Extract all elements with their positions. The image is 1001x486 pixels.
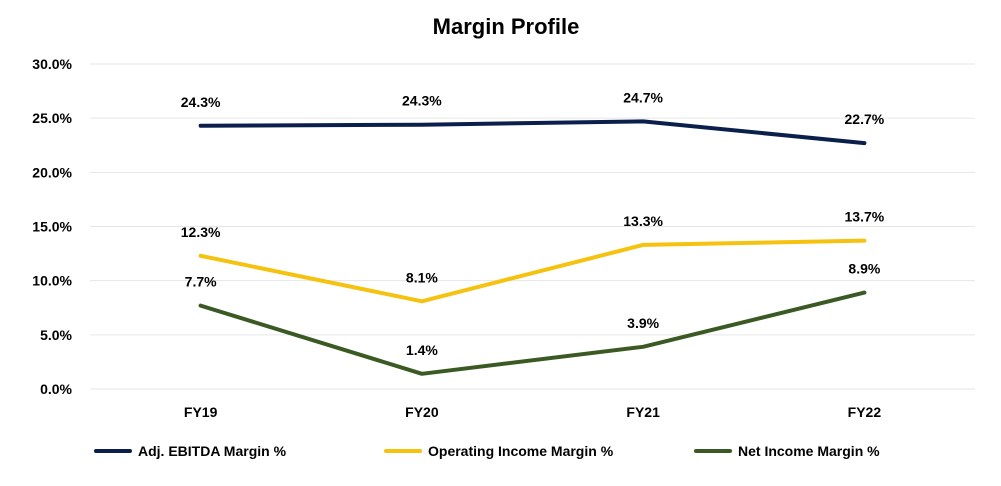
data-label: 24.3% <box>181 94 221 110</box>
data-label: 12.3% <box>181 224 221 240</box>
data-label: 24.7% <box>623 89 663 105</box>
data-labels: 24.3% 24.3% 24.7% 22.7% 12.3% 8.1% 13.3% 13.7% 7… <box>181 89 885 357</box>
chart-title: Margin Profile <box>433 14 580 39</box>
y-tick-label: 10.0% <box>32 273 72 289</box>
gridlines <box>90 63 975 390</box>
x-tick-label: FY22 <box>848 404 882 420</box>
data-label: 1.4% <box>406 342 438 358</box>
data-label: 13.3% <box>623 213 663 229</box>
series-line <box>198 290 867 376</box>
legend-label: Net Income Margin % <box>738 443 880 459</box>
series-lines <box>198 119 867 376</box>
series-line <box>198 238 867 304</box>
legend-label: Operating Income Margin % <box>428 443 614 459</box>
data-label: 13.7% <box>845 209 885 225</box>
data-label: 22.7% <box>845 111 885 127</box>
data-label: 7.7% <box>185 274 217 290</box>
y-tick-label: 25.0% <box>32 110 72 126</box>
data-label: 3.9% <box>627 315 659 331</box>
y-tick-label: 20.0% <box>32 164 72 180</box>
y-tick-label: 0.0% <box>40 381 72 397</box>
y-tick-label: 15.0% <box>32 219 72 235</box>
x-tick-label: FY21 <box>626 404 660 420</box>
legend: Adj. EBITDA Margin % Operating Income Mar… <box>94 443 880 459</box>
data-label: 8.9% <box>848 261 880 277</box>
x-axis-ticks: FY19 FY20 FY21 FY22 <box>184 404 881 420</box>
y-tick-label: 5.0% <box>40 327 72 343</box>
y-tick-label: 30.0% <box>32 56 72 72</box>
x-tick-label: FY19 <box>184 404 218 420</box>
y-axis-ticks: 0.0% 5.0% 10.0% 15.0% 20.0% 25.0% 30.0% <box>32 56 72 397</box>
data-label: 24.3% <box>402 93 442 109</box>
legend-label: Adj. EBITDA Margin % <box>138 443 287 459</box>
data-label: 8.1% <box>406 269 438 285</box>
x-tick-label: FY20 <box>405 404 439 420</box>
series-line <box>198 119 867 146</box>
